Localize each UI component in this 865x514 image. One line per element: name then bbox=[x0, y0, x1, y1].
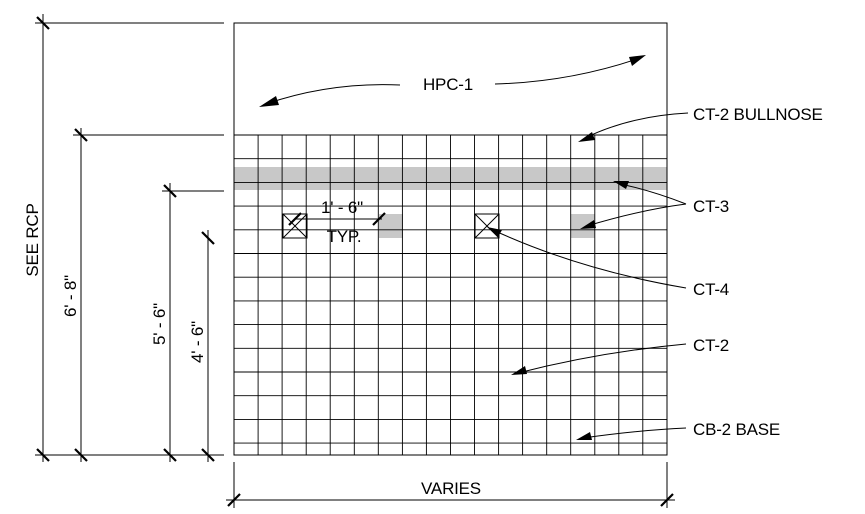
width-label: VARIES bbox=[421, 479, 481, 498]
accent-spacing-label: 1' - 6" bbox=[321, 198, 363, 217]
dimension-overall-height bbox=[35, 14, 224, 462]
ct3-leaders bbox=[580, 181, 687, 229]
tile-grid-overlay bbox=[234, 134, 667, 455]
hpc1-callout: HPC-1 bbox=[259, 55, 646, 107]
hpc1-label: HPC-1 bbox=[423, 75, 473, 94]
accent-spacing-note: TYP. bbox=[327, 227, 362, 246]
ct4-accent-tile-left bbox=[282, 213, 308, 239]
dimension-accent-height bbox=[201, 230, 215, 462]
ct3-accent-tile-left bbox=[379, 214, 403, 238]
accent-height-label: 4' - 6" bbox=[188, 321, 207, 363]
tile-height-label: 6' - 8" bbox=[61, 275, 80, 317]
dimension-band-height bbox=[162, 183, 224, 462]
overall-height-label: SEE RCP bbox=[23, 203, 42, 276]
cb2-base-label: CB-2 BASE bbox=[693, 420, 780, 439]
ct2-bullnose-label: CT-2 BULLNOSE bbox=[693, 105, 823, 124]
cb2-base-leader bbox=[576, 427, 687, 440]
ct2-leader bbox=[511, 343, 687, 375]
ct4-label: CT-4 bbox=[693, 280, 729, 299]
dimension-accent-spacing bbox=[288, 212, 386, 226]
ct2-bullnose-leader bbox=[578, 112, 689, 142]
dimension-width bbox=[226, 462, 675, 508]
band-height-label: 5' - 6" bbox=[150, 303, 169, 345]
ct2-label: CT-2 bbox=[693, 336, 729, 355]
ct3-label: CT-3 bbox=[693, 197, 729, 216]
ct4-leader bbox=[487, 227, 687, 289]
dimension-tile-height bbox=[73, 128, 224, 462]
